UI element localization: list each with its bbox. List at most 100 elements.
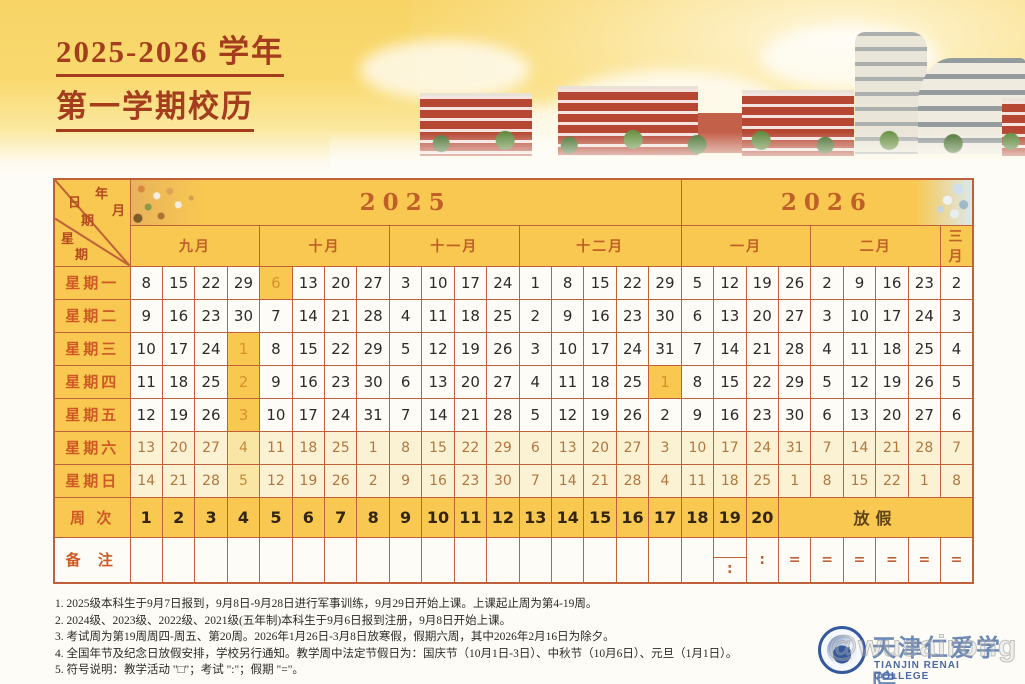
empty-note-cell xyxy=(583,536,617,583)
date-cell: 19 xyxy=(745,265,779,300)
date-cell: 3 xyxy=(388,265,423,300)
vacation-symbol-cell: = xyxy=(907,536,942,583)
week-number-cell: 10 xyxy=(421,496,455,538)
date-cell: 20 xyxy=(324,265,358,300)
date-cell: 16 xyxy=(291,364,326,399)
week-number-cell: 4 xyxy=(226,496,261,538)
date-cell: 19 xyxy=(453,331,488,366)
footnote-line: 2. 2024级、2023级、2022级、2021级(五年制)本科生于9月6日报… xyxy=(55,614,512,627)
empty-note-cell xyxy=(259,536,293,583)
week-number-cell: 11 xyxy=(453,496,488,538)
emblem-inner-shape xyxy=(827,635,857,665)
week-number-cell: 8 xyxy=(356,496,390,538)
date-cell: 28 xyxy=(615,463,650,498)
date-cell: 18 xyxy=(875,331,909,366)
empty-note-cell xyxy=(161,536,196,583)
date-cell: 25 xyxy=(907,331,942,366)
date-cell: 5 xyxy=(810,364,844,399)
date-cell: 2 xyxy=(356,463,390,498)
calendar-table: 年月日期星期 2025 2026 九月 十月 十一月 十二月 一月 二月 三月 星期一 8 15 22 29… xyxy=(53,178,974,584)
date-cell: 25 xyxy=(486,298,520,333)
week-row-label: 周 次 xyxy=(53,496,131,538)
date-cell: 12 xyxy=(550,397,585,432)
corner-diagonals xyxy=(55,180,129,265)
empty-note-cell xyxy=(388,536,423,583)
date-cell: 12 xyxy=(421,331,455,366)
date-cell: 9 xyxy=(259,364,293,399)
date-cell: 22 xyxy=(324,331,358,366)
photo-bottom-fade xyxy=(330,132,1025,178)
date-cell: 10 xyxy=(842,298,877,333)
date-cell: 8 xyxy=(940,463,974,498)
date-cell: 8 xyxy=(680,364,715,399)
month-header: 二月 xyxy=(810,224,942,267)
date-cell: 1 xyxy=(777,463,812,498)
empty-note-cell xyxy=(226,536,261,583)
table-row: 星期一 8 15 22 29 6 13 20 27 3 10 17 24 1 8 15 22 29 5 12 19 26 2… xyxy=(53,265,974,300)
date-cell: 30 xyxy=(356,364,390,399)
footnote-line: 5. 符号说明：教学活动 "□"；考试 ":"；假期 "="。 xyxy=(55,664,304,676)
date-cell: 12 xyxy=(842,364,877,399)
date-cell: 5 xyxy=(940,364,974,399)
vacation-symbol-cell: = xyxy=(777,536,812,583)
week-number-cell: 15 xyxy=(583,496,617,538)
date-cell: 30 xyxy=(226,298,261,333)
year-header-2026: 2026 xyxy=(680,178,974,226)
empty-note-cell xyxy=(648,536,682,583)
date-cell: 24 xyxy=(615,331,650,366)
date-cell: 21 xyxy=(453,397,488,432)
date-cell: 12 xyxy=(259,463,293,498)
date-cell: 26 xyxy=(907,364,942,399)
date-cell: 14 xyxy=(129,463,163,498)
date-cell: 31 xyxy=(648,331,682,366)
date-cell: 27 xyxy=(777,298,812,333)
date-cell: 29 xyxy=(486,430,520,465)
weekday-label: 星期三 xyxy=(53,331,131,366)
weekday-label: 星期六 xyxy=(53,430,131,465)
empty-note-cell xyxy=(324,536,358,583)
date-cell: 31 xyxy=(777,430,812,465)
date-cell: 27 xyxy=(356,265,390,300)
date-cell: 11 xyxy=(259,430,293,465)
date-cell: 16 xyxy=(583,298,617,333)
table-row: 星期三 10 17 24 1 8 15 22 29 5 12 19 26 3 10 17 24 31 7 14 21 28… xyxy=(53,331,974,366)
cloud-shape xyxy=(360,40,530,100)
date-cell: 7 xyxy=(810,430,844,465)
date-cell: 27 xyxy=(486,364,520,399)
date-cell: 16 xyxy=(713,397,747,432)
empty-note-cell xyxy=(194,536,228,583)
date-cell: 7 xyxy=(680,331,715,366)
date-cell: 13 xyxy=(421,364,455,399)
date-cell: 11 xyxy=(842,331,877,366)
date-cell: 12 xyxy=(713,265,747,300)
date-cell: 6 xyxy=(940,397,974,432)
exam-symbol-cell: : xyxy=(745,536,779,583)
date-cell: 27 xyxy=(194,430,228,465)
date-cell: 21 xyxy=(583,463,617,498)
watermark-text: @wusairong xyxy=(827,630,1018,664)
date-cell: 13 xyxy=(129,430,163,465)
date-cell: 25 xyxy=(745,463,779,498)
notes-row: 备 注:: = = = = = = xyxy=(53,536,974,583)
date-cell: 19 xyxy=(583,397,617,432)
table-row: 星期日 14 21 28 5 12 19 26 2 9 16 23 30 7 14 21 28 4 11 18 25 1 8… xyxy=(53,463,974,498)
date-cell: 17 xyxy=(453,265,488,300)
date-cell: 24 xyxy=(486,265,520,300)
weekday-label: 星期五 xyxy=(53,397,131,432)
date-cell: 25 xyxy=(324,430,358,465)
week-number-cell: 12 xyxy=(486,496,520,538)
date-cell: 9 xyxy=(388,463,423,498)
date-cell: 19 xyxy=(291,463,326,498)
week-number-cell: 9 xyxy=(388,496,423,538)
date-cell: 10 xyxy=(421,265,455,300)
title-line-1: 2025-2026 学年 xyxy=(56,36,285,77)
week-number-cell: 17 xyxy=(648,496,682,538)
date-cell: 28 xyxy=(777,331,812,366)
date-cell: 4 xyxy=(226,430,261,465)
empty-note-cell xyxy=(291,536,326,583)
date-cell: 14 xyxy=(713,331,747,366)
empty-note-cell xyxy=(550,536,585,583)
weekday-label: 星期一 xyxy=(53,265,131,300)
date-cell: 15 xyxy=(421,430,455,465)
